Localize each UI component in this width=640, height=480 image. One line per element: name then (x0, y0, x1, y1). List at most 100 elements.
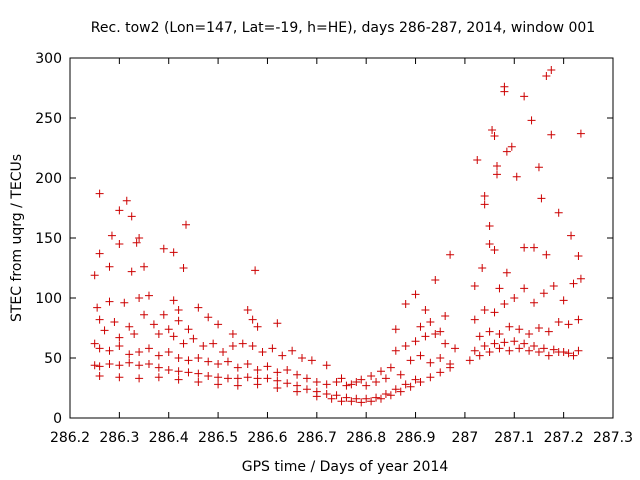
data-point (233, 363, 242, 372)
data-point (258, 348, 267, 356)
data-point (337, 397, 346, 406)
data-point (485, 348, 494, 356)
data-point (539, 344, 548, 353)
data-point (322, 380, 331, 389)
data-point (253, 366, 262, 374)
data-point (122, 196, 131, 205)
data-point (95, 249, 104, 258)
data-point (174, 367, 183, 376)
data-point (273, 319, 282, 328)
data-point (525, 346, 534, 355)
y-tick-label: 50 (44, 351, 62, 367)
data-point (478, 264, 487, 272)
x-tick-label: 287.1 (494, 430, 534, 446)
data-point (386, 363, 395, 372)
data-point (544, 351, 553, 360)
data-point (485, 240, 494, 248)
data-point (342, 393, 351, 402)
data-point (273, 376, 282, 385)
data-point (322, 390, 331, 398)
data-point (495, 344, 504, 353)
data-point (238, 339, 247, 348)
data-point (322, 361, 331, 370)
data-point (480, 306, 489, 314)
data-point (426, 373, 435, 382)
data-point (495, 330, 504, 338)
data-point (367, 397, 376, 406)
data-point (520, 92, 529, 101)
data-point (534, 163, 543, 172)
data-point (416, 322, 425, 331)
data-point (470, 282, 479, 290)
y-tick-label: 200 (35, 171, 62, 187)
data-point (426, 318, 435, 326)
data-point (312, 378, 321, 386)
data-point (312, 392, 321, 401)
data-point (416, 378, 425, 386)
data-point (391, 346, 400, 355)
data-point (451, 344, 460, 353)
data-point (475, 332, 484, 341)
data-point (510, 337, 519, 346)
data-point (182, 220, 191, 229)
x-axis: 286.2 286.3 286.4 286.5 286.6 286.7 286.8 286.9… (50, 58, 633, 446)
data-point (140, 310, 149, 319)
data-point (169, 332, 178, 341)
y-tick-label: 100 (35, 291, 62, 307)
data-point (302, 374, 311, 383)
data-point (574, 346, 583, 355)
data-point (362, 394, 371, 403)
data-point (515, 344, 524, 353)
data-point (525, 330, 534, 338)
x-tick-label: 286.4 (149, 430, 189, 446)
data-point (105, 346, 114, 355)
data-point (243, 306, 252, 314)
data-point (293, 387, 302, 396)
data-point (204, 357, 213, 366)
data-point (534, 348, 543, 356)
y-tick-label: 150 (35, 231, 62, 247)
data-point (115, 240, 124, 248)
data-point (500, 87, 509, 96)
data-point (372, 393, 381, 402)
data-point (381, 374, 390, 383)
x-tick-label: 286.5 (198, 430, 238, 446)
x-tick-label: 286.8 (346, 430, 386, 446)
data-point (144, 344, 153, 353)
data-point (446, 250, 455, 259)
data-point (184, 368, 193, 377)
data-point (470, 346, 479, 355)
data-point (574, 252, 583, 260)
data-point (530, 298, 539, 307)
data-point (406, 382, 415, 391)
data-point (214, 380, 223, 389)
data-point (441, 339, 450, 348)
data-point (154, 373, 163, 382)
data-point (223, 374, 232, 383)
data-point (492, 162, 501, 170)
x-tick-label: 286.2 (50, 430, 90, 446)
data-point (386, 391, 395, 400)
data-point (431, 276, 440, 284)
data-point (204, 372, 213, 380)
data-point (559, 296, 568, 305)
data-point (520, 284, 529, 293)
data-point (473, 156, 482, 164)
data-point (268, 344, 277, 353)
data-point (502, 268, 511, 277)
data-point (125, 322, 134, 331)
data-point (130, 330, 139, 338)
data-point (93, 303, 102, 312)
data-point (537, 194, 546, 203)
data-point (115, 373, 124, 382)
data-point (470, 315, 479, 324)
data-point (154, 330, 163, 338)
data-point (426, 358, 435, 367)
data-point (228, 342, 237, 350)
data-point (492, 170, 501, 179)
data-point (406, 356, 415, 365)
data-point (362, 381, 371, 390)
data-point (401, 380, 410, 389)
data-point (542, 250, 551, 259)
y-tick-label: 250 (35, 111, 62, 127)
